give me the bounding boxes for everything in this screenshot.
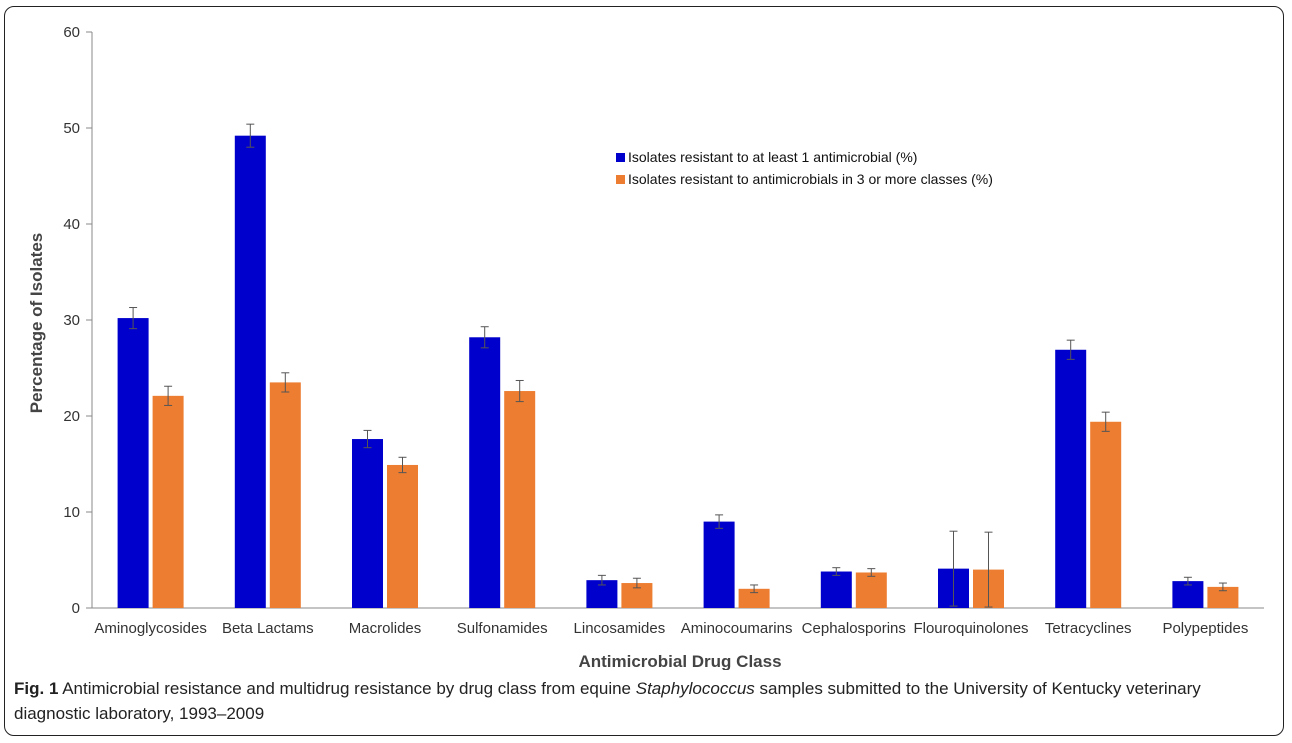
y-tick-label: 0 [72,600,80,617]
x-tick-label: Aminocoumarins [681,620,793,637]
bar-resistant-1 [117,318,149,608]
caption-text-after: samples submitted to the University of K… [14,679,1201,723]
bar-resistant-1 [1172,581,1204,608]
bar-resistant-3-plus [1090,421,1122,608]
y-tick-label: 50 [63,120,80,137]
bar-resistant-1 [352,439,383,608]
x-tick-label: Polypeptides [1162,620,1248,637]
x-tick-label: Tetracyclines [1045,620,1132,637]
bar-resistant-1 [703,521,735,608]
x-tick-label: Cephalosporins [802,620,906,637]
bar-resistant-1 [469,337,501,608]
figure-caption: Fig. 1 Antimicrobial resistance and mult… [14,676,1264,726]
x-tick-label: Beta Lactams [222,620,314,637]
x-tick-label: Flouroquinolones [913,620,1028,637]
legend-swatch [616,153,625,162]
y-axis-label: Percentage of Isolates [27,233,46,413]
y-tick-label: 60 [63,24,80,41]
legend-label: Isolates resistant to at least 1 antimic… [628,149,917,165]
caption-genus: Staphylococcus [635,679,755,698]
x-tick-label: Sulfonamides [457,620,548,637]
x-axis-label: Antimicrobial Drug Class [578,652,781,670]
bar-resistant-3-plus [504,391,536,608]
legend-swatch [616,175,625,184]
bar-resistant-1 [234,135,266,608]
caption-label: Fig. 1 [14,679,59,698]
bar-resistant-1 [820,571,852,608]
bars [117,123,1239,608]
bar-resistant-3-plus [152,395,184,608]
x-tick-label: Lincosamides [574,620,666,637]
x-axis: Aminoglycosides Beta Lactams Macrolides Sul… [94,620,1248,637]
x-tick-label: Macrolides [349,620,422,637]
y-axis: 0 10 20 30 40 50 60 [63,24,92,617]
bar-resistant-3-plus [1207,586,1239,608]
y-tick-label: 20 [63,408,80,425]
legend-label: Isolates resistant to antimicrobials in … [628,171,993,187]
y-tick-label: 10 [63,504,80,521]
bar-resistant-1 [1055,349,1087,608]
bar-chart: 0 10 20 30 40 50 60 Aminoglycosides Beta Lactam… [27,24,1264,670]
legend: Isolates resistant to at least 1 antimic… [616,149,993,187]
bar-resistant-3-plus [855,572,887,608]
bar-resistant-3-plus [387,464,418,608]
bar-resistant-3-plus [738,588,770,608]
y-tick-label: 40 [63,216,80,233]
x-tick-label: Aminoglycosides [94,620,207,637]
caption-text-before: Antimicrobial resistance and multidrug r… [58,679,636,698]
y-tick-label: 30 [63,312,80,329]
bar-resistant-3-plus [269,382,301,608]
